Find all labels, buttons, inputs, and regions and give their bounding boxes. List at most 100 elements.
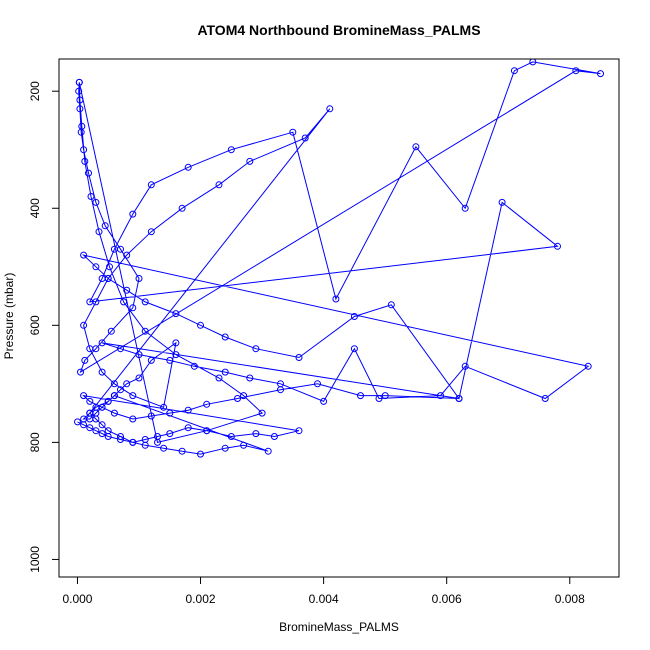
data-point xyxy=(529,59,537,66)
data-point xyxy=(80,321,88,329)
data-point xyxy=(172,339,180,347)
data-point xyxy=(178,447,186,455)
data-point xyxy=(98,339,106,347)
data-point xyxy=(554,242,561,250)
y-tick-label: 800 xyxy=(28,432,42,452)
data-point xyxy=(129,415,137,423)
data-point xyxy=(375,395,383,402)
data-point xyxy=(154,433,161,440)
data-point xyxy=(332,295,340,303)
data-point xyxy=(203,427,211,435)
y-tick-label: 1000 xyxy=(28,546,42,573)
data-point xyxy=(123,286,131,294)
data-point xyxy=(107,327,115,335)
data-point xyxy=(246,157,254,165)
data-point xyxy=(147,228,155,236)
data-point xyxy=(75,87,83,95)
data-point xyxy=(129,210,137,218)
data-point xyxy=(166,430,174,438)
plot-area xyxy=(74,59,604,458)
data-point xyxy=(597,70,604,78)
data-point xyxy=(129,438,137,446)
data-point xyxy=(166,356,174,364)
data-point xyxy=(381,392,389,400)
data-point xyxy=(572,67,580,75)
data-point xyxy=(98,430,106,438)
data-point xyxy=(357,392,364,400)
data-point xyxy=(246,374,254,382)
data-point xyxy=(258,409,266,417)
data-point xyxy=(86,424,94,432)
data-point xyxy=(74,418,81,426)
data-point xyxy=(215,374,223,382)
data-point xyxy=(76,105,84,113)
y-tick-label: 600 xyxy=(28,315,42,335)
data-point xyxy=(86,345,94,353)
data-series xyxy=(74,59,604,458)
data-point xyxy=(160,444,168,452)
data-point xyxy=(412,143,420,151)
data-point xyxy=(240,392,248,400)
data-point xyxy=(81,157,89,165)
data-point xyxy=(117,386,124,394)
y-tick-label: 400 xyxy=(28,198,42,218)
data-point xyxy=(135,275,143,282)
data-point xyxy=(92,298,100,306)
data-point xyxy=(190,362,198,370)
y-axis-label: Pressure (mbar) xyxy=(2,273,16,360)
data-point xyxy=(129,392,137,400)
data-point xyxy=(234,395,241,402)
data-point xyxy=(85,169,92,177)
data-point xyxy=(178,204,186,212)
data-point xyxy=(135,374,143,382)
data-point xyxy=(584,362,592,370)
data-point xyxy=(120,298,128,306)
x-tick-label: 0.008 xyxy=(555,592,585,606)
data-point xyxy=(221,368,229,376)
data-point xyxy=(252,430,260,438)
data-point xyxy=(215,181,223,189)
data-point xyxy=(455,395,463,402)
x-axis: 0.000 0.002 0.004 0.006 0.008 xyxy=(62,576,585,606)
x-tick-label: 0.002 xyxy=(186,592,216,606)
data-point xyxy=(541,395,549,402)
data-point xyxy=(87,193,95,200)
data-point xyxy=(461,204,469,212)
data-point xyxy=(166,409,174,417)
x-tick-label: 0.004 xyxy=(309,592,339,606)
data-point xyxy=(80,421,88,429)
y-tick-label: 200 xyxy=(28,81,42,101)
data-point xyxy=(147,412,155,420)
data-point xyxy=(98,368,106,376)
data-point xyxy=(106,263,113,271)
data-point xyxy=(295,354,303,361)
data-point xyxy=(301,134,309,142)
data-point xyxy=(147,181,155,189)
data-point xyxy=(110,245,118,253)
data-point xyxy=(147,356,155,364)
data-point xyxy=(314,380,321,388)
data-point xyxy=(104,397,112,405)
chart-title: ATOM4 Northbound BromineMass_PALMS xyxy=(197,22,480,38)
data-point xyxy=(461,362,469,370)
data-point xyxy=(80,251,88,259)
data-point xyxy=(92,427,100,435)
series-line xyxy=(77,61,601,455)
data-point xyxy=(221,444,229,452)
data-point xyxy=(110,409,118,417)
data-point xyxy=(227,433,235,440)
data-point xyxy=(117,345,124,353)
x-axis-label: BromineMass_PALMS xyxy=(279,620,399,634)
data-point xyxy=(80,392,88,400)
data-point xyxy=(80,146,88,154)
data-point xyxy=(81,356,89,364)
data-point xyxy=(123,380,131,388)
y-axis: 200 400 600 800 1000 xyxy=(28,81,60,573)
data-point xyxy=(104,275,112,282)
data-point xyxy=(160,403,168,411)
data-point xyxy=(172,351,180,359)
data-point xyxy=(135,351,143,359)
data-point xyxy=(77,128,85,136)
data-point xyxy=(184,163,192,171)
